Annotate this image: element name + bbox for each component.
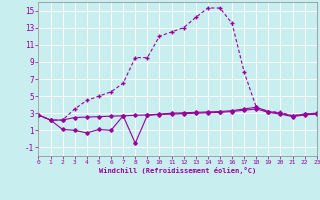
X-axis label: Windchill (Refroidissement éolien,°C): Windchill (Refroidissement éolien,°C)	[99, 167, 256, 174]
